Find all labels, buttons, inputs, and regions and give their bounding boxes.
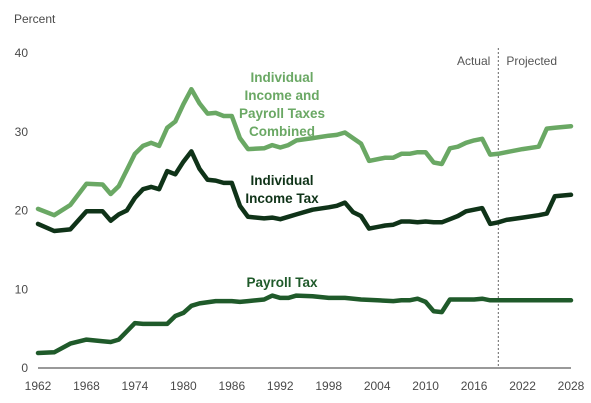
x-tick-label: 1968 — [73, 379, 100, 393]
y-tick-label: 10 — [15, 282, 29, 296]
series-label-line: Individual — [250, 173, 313, 188]
x-tick-label: 1992 — [267, 379, 294, 393]
x-tick-label: 2028 — [558, 379, 585, 393]
x-tick-label: 1998 — [315, 379, 342, 393]
x-tick-label: 2010 — [412, 379, 439, 393]
projected-label: Projected — [506, 54, 557, 68]
series-labels: Individual Income and Payroll Taxes Combine… — [239, 70, 325, 290]
x-tick-labels: 1962 1968 1974 1980 1986 1992 1998 2004 2010 2016… — [25, 379, 585, 393]
series-lines — [35, 86, 574, 356]
series-line-combined — [35, 86, 574, 218]
x-tick-label: 1962 — [25, 379, 52, 393]
series-label-combined: Individual Income and Payroll Taxes Combine… — [239, 70, 325, 139]
series-label-line: Income Tax — [245, 191, 319, 206]
x-tick-label: 1980 — [170, 379, 197, 393]
series-label-line: Payroll Tax — [246, 275, 318, 290]
series-label-line: Payroll Taxes — [239, 106, 325, 121]
y-axis-label: Percent — [14, 12, 56, 26]
x-tick-label: 2022 — [509, 379, 536, 393]
y-tick-labels: 0 10 20 30 40 — [15, 46, 29, 375]
y-tick-label: 40 — [15, 46, 29, 60]
y-tick-label: 30 — [15, 125, 29, 139]
series-line-payroll — [35, 293, 574, 356]
actual-label: Actual — [457, 54, 490, 68]
series-label-payroll: Payroll Tax — [246, 275, 318, 290]
series-label-line: Individual — [250, 70, 313, 85]
x-tick-label: 2016 — [461, 379, 488, 393]
x-tick-label: 1986 — [218, 379, 245, 393]
y-tick-label: 0 — [21, 361, 28, 375]
series-label-income: Individual Income Tax — [245, 173, 319, 206]
series-label-line: Combined — [249, 124, 315, 139]
y-tick-label: 20 — [15, 204, 29, 218]
series-label-line: Income and — [244, 88, 319, 103]
series-line-income — [35, 149, 574, 234]
x-tick-label: 2004 — [364, 379, 391, 393]
x-tick-label: 1974 — [122, 379, 149, 393]
